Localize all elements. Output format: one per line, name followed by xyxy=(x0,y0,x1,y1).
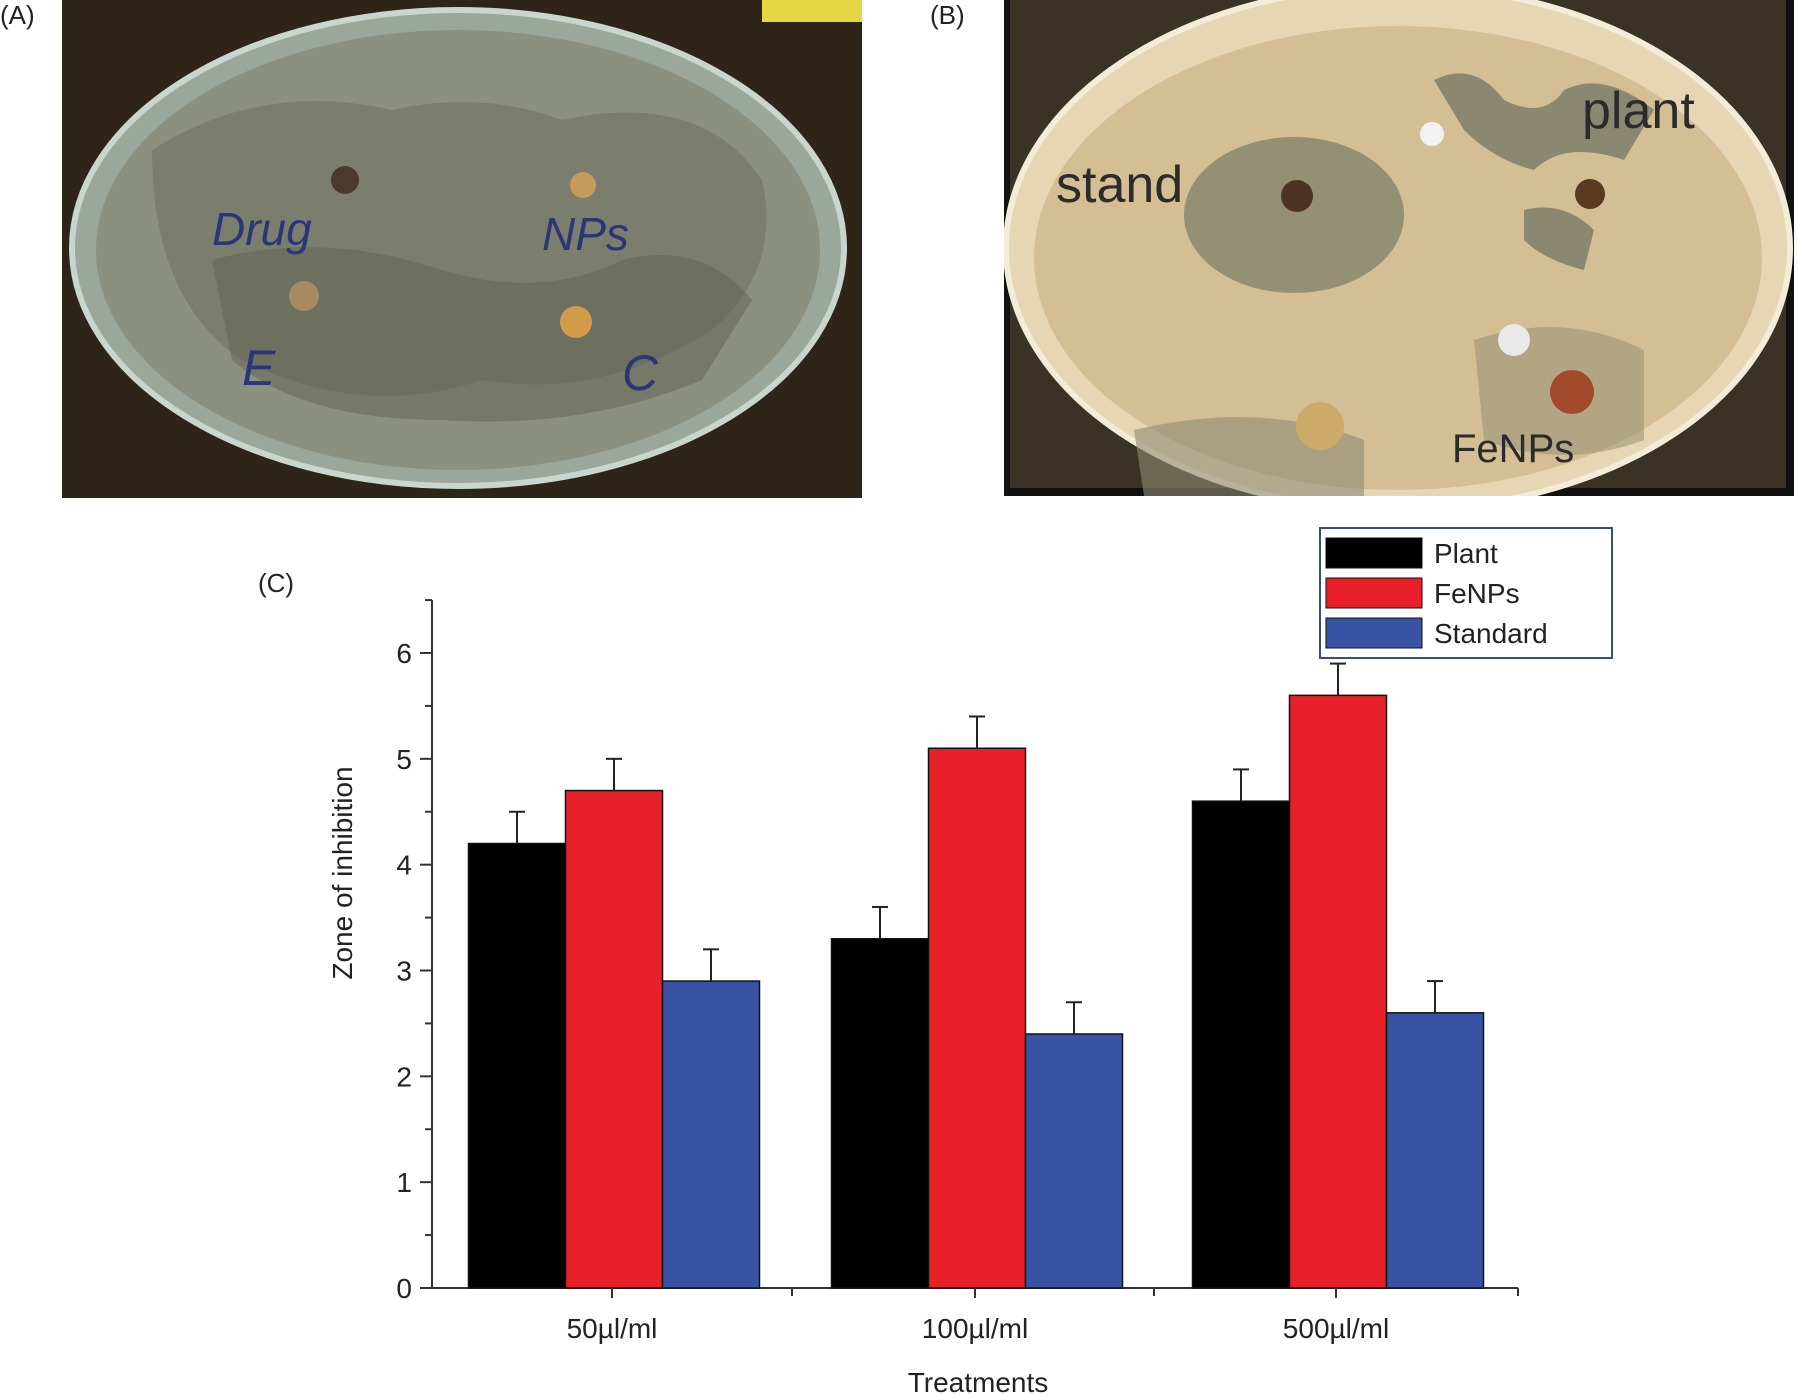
panel-a-label: (A) xyxy=(0,0,35,30)
plate-b-label-stand: stand xyxy=(1056,156,1183,214)
plate-a-label-drug: Drug xyxy=(212,203,312,255)
legend-swatch-plant xyxy=(1325,537,1423,569)
y-tick-label: 3 xyxy=(396,956,412,987)
legend-label-fenps: FeNPs xyxy=(1434,578,1520,609)
chart-bars xyxy=(467,662,1485,1289)
bar-fenps-2 xyxy=(1288,694,1388,1289)
x-tick-label: 100µl/ml xyxy=(922,1313,1028,1344)
plate-a-label-c: C xyxy=(622,345,659,401)
x-tick-label: 500µl/ml xyxy=(1283,1313,1389,1344)
chart-ticks: 0 1 2 3 4 5 6 50µl/ml 100µl/ml 500µl/ml xyxy=(396,599,1519,1344)
petri-dish-a-image: Drug NPs E C xyxy=(69,0,862,489)
bar-plant-2 xyxy=(1191,800,1291,1289)
bar-fenps-0 xyxy=(564,789,664,1289)
bar-plant-1 xyxy=(830,938,930,1289)
plate-b-label-plant: plant xyxy=(1582,82,1695,140)
x-tick-label: 50µl/ml xyxy=(567,1313,658,1344)
y-tick-label: 4 xyxy=(396,850,412,881)
legend-label-plant: Plant xyxy=(1434,538,1498,569)
petri-dish-photo-b: stand plant FeNPs xyxy=(1004,0,1794,496)
y-tick-label: 6 xyxy=(396,638,412,669)
petri-dish-photo-a: Drug NPs E C xyxy=(62,0,862,498)
legend-swatch-fenps xyxy=(1325,577,1423,609)
y-tick-label: 0 xyxy=(396,1273,412,1304)
bar-plant-0 xyxy=(467,842,567,1289)
chart-legend: Plant FeNPs Standard xyxy=(1319,527,1613,659)
y-axis-label: Zone of inhibition xyxy=(327,766,358,979)
bar-standard-2 xyxy=(1385,1012,1485,1289)
bar-fenps-1 xyxy=(927,747,1027,1289)
legend-swatch-standard xyxy=(1325,617,1423,649)
petri-dish-b-image: stand plant FeNPs xyxy=(1004,0,1793,496)
bar-standard-0 xyxy=(661,980,761,1289)
y-tick-label: 5 xyxy=(396,744,412,775)
y-tick-label: 2 xyxy=(396,1061,412,1092)
bar-standard-1 xyxy=(1024,1033,1124,1289)
plate-b-label-fenps: FeNPs xyxy=(1452,427,1574,471)
panel-b-label: (B) xyxy=(930,0,965,30)
y-tick-label: 1 xyxy=(396,1167,412,1198)
x-axis-label: Treatments xyxy=(908,1367,1049,1395)
plate-a-label-nps: NPs xyxy=(542,208,629,260)
legend-label-standard: Standard xyxy=(1434,618,1548,649)
panel-c-label: (C) xyxy=(258,568,295,598)
plate-a-label-e: E xyxy=(242,340,276,396)
